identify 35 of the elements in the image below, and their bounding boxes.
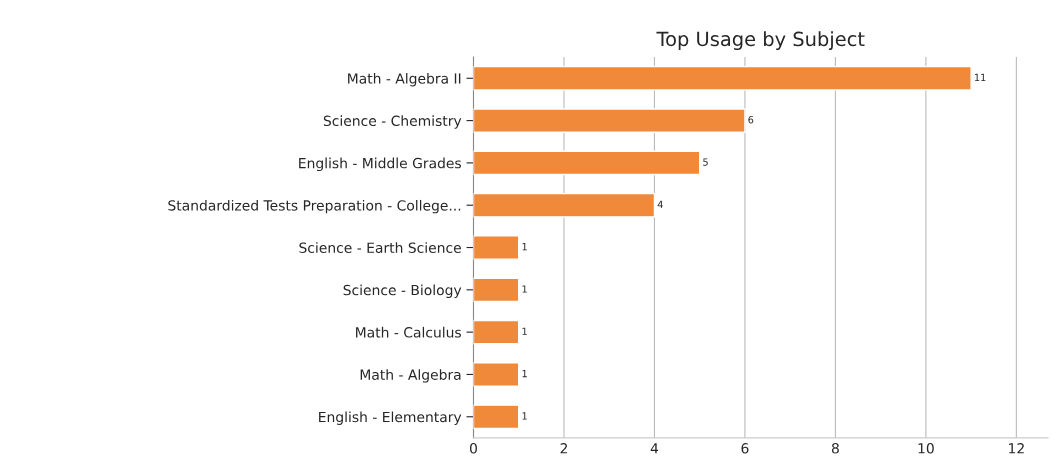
y-tick-label: Standardized Tests Preparation - College... — [168, 199, 461, 214]
y-tick-label: Math - Algebra — [360, 369, 461, 383]
data-label: 1 — [522, 327, 527, 335]
x-tick-label: 10 — [918, 443, 934, 454]
bar — [473, 65, 972, 91]
y-tick-label: Science - Chemistry — [323, 115, 462, 129]
x-tick-label: 12 — [1009, 443, 1024, 454]
data-label: 11 — [974, 73, 986, 81]
y-tick-label: English - Middle Grades — [299, 157, 461, 172]
bar — [473, 319, 520, 345]
chart-title: Top Usage by Subject — [656, 31, 865, 51]
data-label: 1 — [522, 412, 527, 420]
data-label: 1 — [522, 243, 527, 251]
y-tick-label: Math - Algebra II — [348, 73, 461, 87]
bar — [473, 404, 520, 430]
x-tick-label: 4 — [650, 443, 659, 454]
bar — [473, 192, 656, 218]
data-label: 5 — [703, 158, 708, 166]
data-label: 6 — [748, 116, 754, 124]
data-label: 4 — [657, 200, 663, 208]
bar — [473, 108, 746, 133]
bar — [473, 150, 701, 176]
bar — [473, 235, 520, 260]
x-tick-label: 2 — [560, 443, 567, 454]
x-tick-label: 8 — [831, 443, 839, 454]
y-tick-label: Math - Calculus — [356, 326, 461, 338]
data-label: 1 — [522, 285, 527, 293]
x-tick-label: 6 — [741, 443, 749, 454]
x-tick-label: 0 — [469, 443, 477, 454]
y-tick-label: English - Elementary — [319, 411, 462, 425]
y-tick-label: Science - Earth Science — [299, 242, 461, 253]
y-tick-label: Science - Biology — [343, 284, 462, 298]
bar — [473, 277, 520, 303]
bar — [473, 362, 520, 387]
data-label: 1 — [522, 370, 527, 378]
